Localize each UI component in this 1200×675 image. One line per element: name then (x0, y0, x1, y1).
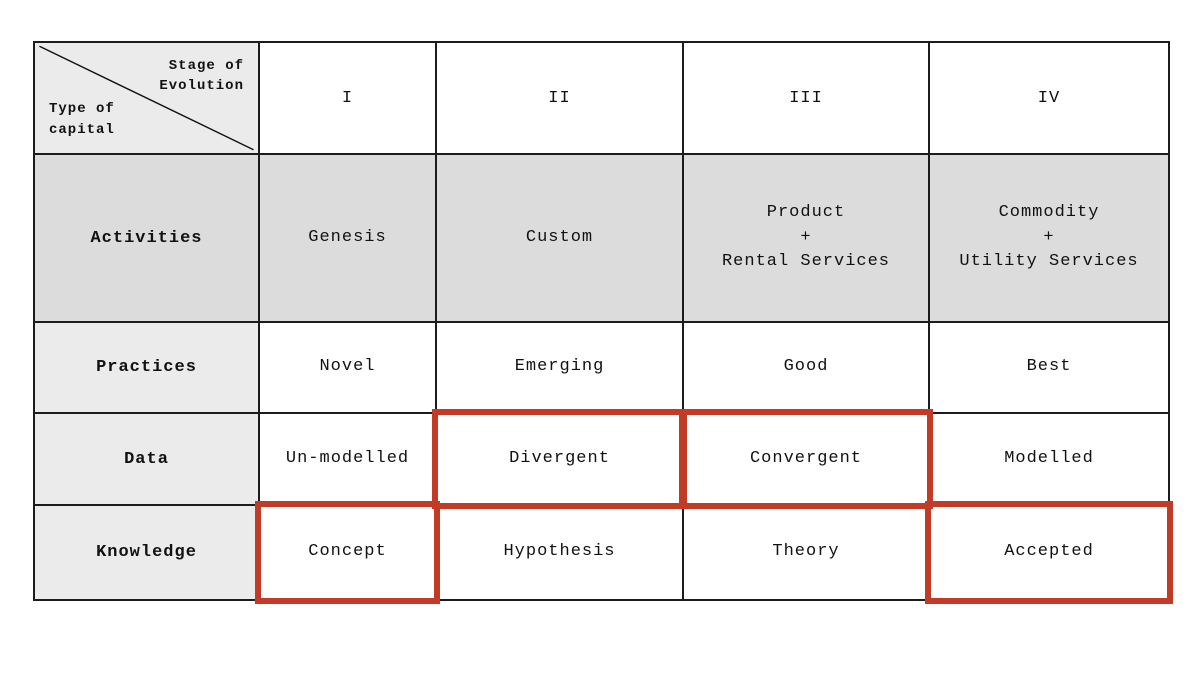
cell-text: Hypothesis (503, 542, 616, 562)
cell-text: Convergent (749, 448, 863, 468)
cell-activities-stage3: Product + Rental Services (682, 153, 930, 323)
row-label-data: Data (33, 412, 260, 506)
cell-knowledge-stage4: Accepted (925, 501, 1173, 604)
stage-header-3: III (682, 41, 930, 155)
cell-practices-stage2: Emerging (435, 321, 684, 414)
corner-top-label: Stage of Evolution (159, 58, 244, 95)
row-practices: Practices Novel Emerging Good Best (33, 321, 1170, 414)
cell-practices-stage1: Novel (258, 321, 437, 414)
cell-text: Good (783, 357, 829, 377)
corner-cell: Stage of Evolution Type of capital (33, 41, 260, 155)
cell-activities-stage2: Custom (435, 153, 684, 323)
cell-activities-stage4: Commodity + Utility Services (928, 153, 1170, 323)
evolution-table: Stage of Evolution Type of capital I II … (33, 41, 1173, 604)
stage-header-2: II (435, 41, 684, 155)
cell-text: Commodity + Utility Services (959, 203, 1139, 272)
row-label-knowledge: Knowledge (33, 504, 260, 601)
cell-text: Custom (525, 227, 594, 247)
cell-text: Divergent (509, 448, 610, 468)
cell-text: Emerging (514, 357, 605, 377)
row-knowledge: Knowledge Concept Hypothesis Theory Acce… (33, 501, 1173, 604)
cell-knowledge-stage2: Hypothesis (435, 504, 684, 601)
cell-text: Concept (308, 542, 387, 562)
cell-text: Genesis (308, 227, 387, 247)
cell-text: Modelled (1004, 448, 1094, 468)
row-data: Data Un-modelled Divergent Convergent Mo… (33, 409, 1170, 509)
cell-knowledge-stage3: Theory (682, 504, 930, 601)
cell-text: Novel (319, 357, 376, 377)
cell-data-stage2: Divergent (432, 409, 687, 509)
corner-bottom-label: Type of capital (49, 101, 115, 138)
cell-text: Product + Rental Services (721, 203, 891, 272)
stage-header-1: I (258, 41, 437, 155)
row-activities: Activities Genesis Custom Product + Rent… (33, 153, 1170, 323)
cell-text: Best (1026, 357, 1072, 377)
stage-header-4: IV (928, 41, 1170, 155)
cell-data-stage4: Modelled (928, 412, 1170, 506)
cell-data-stage1: Un-modelled (258, 412, 437, 506)
cell-practices-stage3: Good (682, 321, 930, 414)
cell-text: Accepted (1004, 542, 1094, 562)
cell-text: Un-modelled (285, 448, 410, 468)
cell-text: Theory (772, 542, 840, 562)
row-label-practices: Practices (33, 321, 260, 414)
header-row: Stage of Evolution Type of capital I II … (33, 41, 1170, 155)
cell-data-stage3: Convergent (679, 409, 933, 509)
row-label-activities: Activities (33, 153, 260, 323)
diagonal-line (35, 43, 258, 153)
cell-knowledge-stage1: Concept (255, 501, 440, 604)
cell-practices-stage4: Best (928, 321, 1170, 414)
cell-activities-stage1: Genesis (258, 153, 437, 323)
